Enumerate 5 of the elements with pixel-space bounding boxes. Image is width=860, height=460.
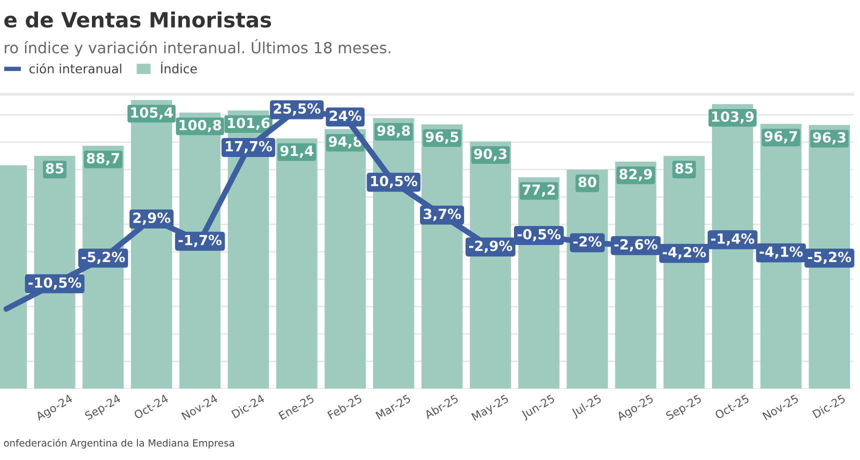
legend-label: Índice [160, 62, 197, 74]
chart-title: e de Ventas Minoristas [4, 12, 271, 28]
legend-label: ción interanual [29, 63, 122, 74]
chart-subtitle: ro índice y variación interanual. Últimos 18 meses. [4, 39, 390, 56]
text: onfederación Argentina de la Mediana Empresa [4, 438, 234, 448]
